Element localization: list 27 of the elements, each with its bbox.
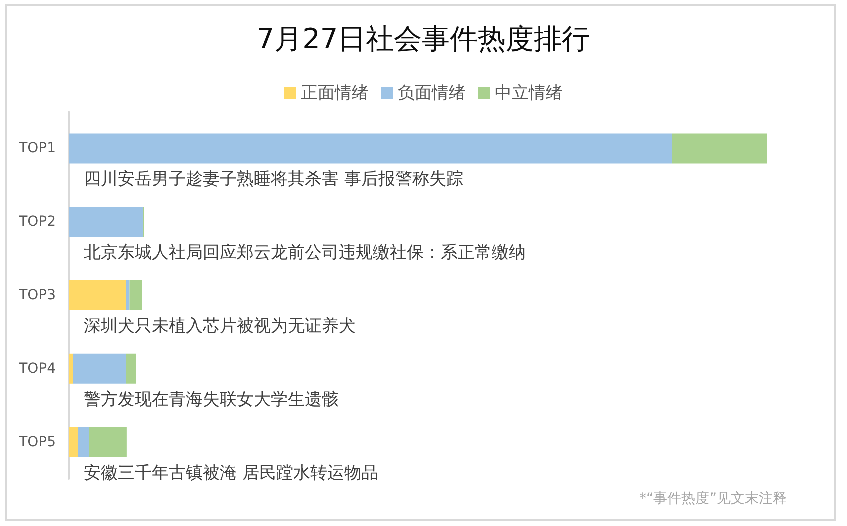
annotation: 北京东城人社局回应郑云龙前公司违规缴社保：系正常缴纳 xyxy=(84,243,526,264)
annotation: 安徽三千年古镇被淹 居民蹚水转运物品 xyxy=(84,463,378,484)
bar xyxy=(69,280,126,310)
bar xyxy=(672,134,767,164)
bar xyxy=(69,427,78,458)
annotation: 深圳犬只未植入芯片被视为无证养犬 xyxy=(84,316,356,336)
bar xyxy=(73,354,126,384)
bar xyxy=(69,134,672,164)
y-tick-label: TOP3 xyxy=(18,288,56,304)
y-tick-label: TOP5 xyxy=(18,434,56,450)
bar xyxy=(69,207,143,238)
y-tick-label: TOP1 xyxy=(18,140,56,157)
annotation: 警方发现在青海失联女大学生遗骸 xyxy=(84,390,339,410)
y-tick-label: TOP2 xyxy=(18,214,56,230)
text: *“事件热度”见文末注释 xyxy=(639,491,788,507)
y-tick-label: TOP4 xyxy=(18,360,56,377)
bar xyxy=(130,280,142,310)
legend-label: 负面情绪 xyxy=(398,84,466,104)
bar xyxy=(69,354,74,384)
bar xyxy=(126,354,136,384)
legend-label: 中立情绪 xyxy=(495,84,563,104)
bar xyxy=(126,280,130,310)
chart-title: 7月27日社会事件热度排行 xyxy=(256,22,590,56)
bar xyxy=(78,427,90,458)
annotation: 四川安岳男子趁妻子熟睡将其杀害 事后报警称失踪 xyxy=(84,170,464,190)
bar xyxy=(89,427,127,458)
legend-label: 正面情绪 xyxy=(301,84,369,104)
